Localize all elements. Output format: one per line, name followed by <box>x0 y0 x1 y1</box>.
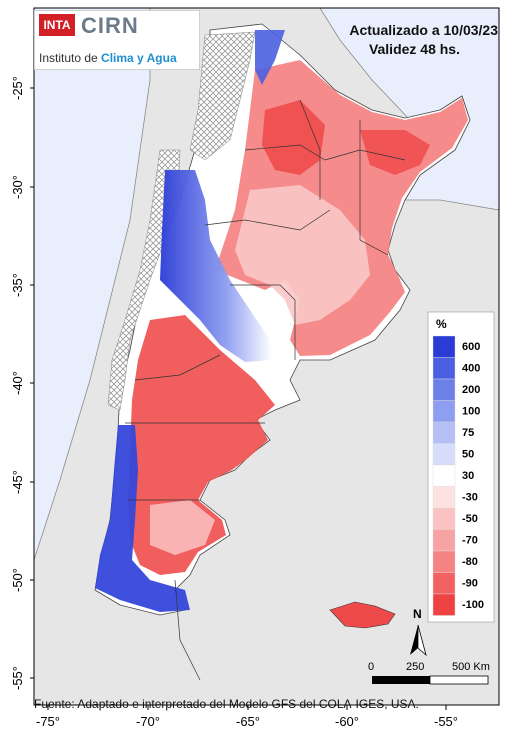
longitude-axis: -75° -70° -65° -60° -55° <box>36 705 458 729</box>
lat-tick-label: -30° <box>10 175 25 199</box>
lon-tick-label: -75° <box>36 714 60 729</box>
legend-label: -50 <box>462 513 478 525</box>
lon-tick-label: -60° <box>335 714 359 729</box>
scale-label-0: 0 <box>368 661 374 673</box>
legend-label: -30 <box>462 492 478 504</box>
lat-tick-label: -35° <box>10 273 25 297</box>
inta-logo: INTA <box>39 14 75 36</box>
source-note: Fuente: Adaptado e interpretado del Mode… <box>34 697 419 711</box>
north-label: N <box>413 607 422 621</box>
legend-label: 50 <box>462 449 474 461</box>
legend-swatch <box>432 486 456 509</box>
legend-label: 400 <box>462 363 480 375</box>
legend-swatch <box>432 507 456 530</box>
legend-label: -100 <box>462 599 484 611</box>
legend-swatch <box>432 421 456 444</box>
legend-label: 600 <box>462 341 480 353</box>
anomaly-blue-central <box>160 170 272 362</box>
islands-malvinas <box>329 601 396 629</box>
scale-label-250: 250 <box>406 661 424 673</box>
latitude-axis: -25° -30° -35° -40° -45° -50° -55° <box>10 76 34 690</box>
anomaly-blue-north-strip <box>255 30 285 85</box>
legend-label: 30 <box>462 470 474 482</box>
lat-tick-label: -55° <box>10 666 25 690</box>
lat-tick-label: -40° <box>10 371 25 395</box>
lon-tick-label: -65° <box>236 714 260 729</box>
scale-label-500: 500 Km <box>452 661 490 673</box>
legend-label: 100 <box>462 406 480 418</box>
plot-frame <box>33 7 500 706</box>
legend-unit: % <box>436 317 447 331</box>
no-data-area-northwest <box>189 31 256 161</box>
legend: % 600 400 200 100 75 50 30 -30 -50 -70 -80 -90 -100 <box>427 311 495 623</box>
lon-tick-label: -70° <box>136 714 160 729</box>
legend-swatch <box>432 443 456 466</box>
lat-tick-label: -45° <box>10 470 25 494</box>
anomaly-blue-south <box>95 425 190 612</box>
anomaly-deep-red-core <box>262 100 325 175</box>
north-arrow-icon: N <box>410 607 427 657</box>
updated-date: Actualizado a 10/03/23 <box>349 22 498 38</box>
anomaly-pink-patagonia <box>150 500 215 555</box>
legend-swatch <box>432 378 456 401</box>
legend-swatch <box>432 400 456 423</box>
province-boundaries <box>125 99 406 681</box>
validity-text: Validez 48 hs. <box>368 41 460 57</box>
legend-label: -80 <box>462 556 478 568</box>
institute-name: Instituto de Clima y Agua <box>39 51 177 65</box>
scale-bar: 0 250 500 Km <box>368 661 490 685</box>
legend-swatch <box>432 357 456 380</box>
lat-tick-label: -25° <box>10 76 25 100</box>
legend-label: -90 <box>462 578 478 590</box>
legend-label: -70 <box>462 535 478 547</box>
legend-swatch <box>432 529 456 552</box>
legend-swatch <box>432 550 456 573</box>
legend-label: 75 <box>462 427 474 439</box>
legend-swatch <box>432 335 456 358</box>
legend-label: 200 <box>462 384 480 396</box>
anomaly-pink-central <box>235 185 370 325</box>
legend-swatch <box>432 464 456 487</box>
inta-cirn-logo: INTA CIRN Instituto de Clima y Agua <box>34 10 200 70</box>
lon-tick-label: -55° <box>434 714 458 729</box>
anomaly-deep-red-ne <box>360 130 430 175</box>
legend-swatch <box>432 593 456 616</box>
lat-tick-label: -50° <box>10 568 25 592</box>
legend-swatch <box>432 572 456 595</box>
cirn-logo: CIRN <box>81 13 139 38</box>
